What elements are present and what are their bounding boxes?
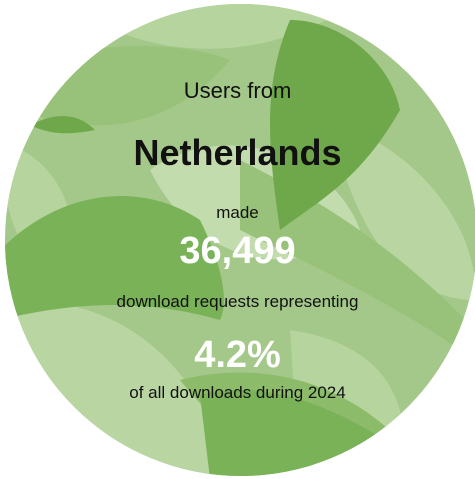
share-percent: 4.2%	[194, 334, 281, 376]
middle-text: download requests representing	[116, 292, 359, 311]
band-dark-small-left	[30, 115, 95, 134]
requests-count: 36,499	[179, 230, 296, 272]
petal-light-right	[330, 120, 475, 300]
intro-text: Users from	[183, 78, 292, 103]
band-dark-top-right	[270, 20, 400, 230]
tail-text: of all downloads during 2024	[129, 383, 346, 402]
band-dark-left	[5, 196, 224, 320]
verb-text: made	[216, 203, 259, 222]
country-name: Netherlands	[133, 132, 342, 173]
